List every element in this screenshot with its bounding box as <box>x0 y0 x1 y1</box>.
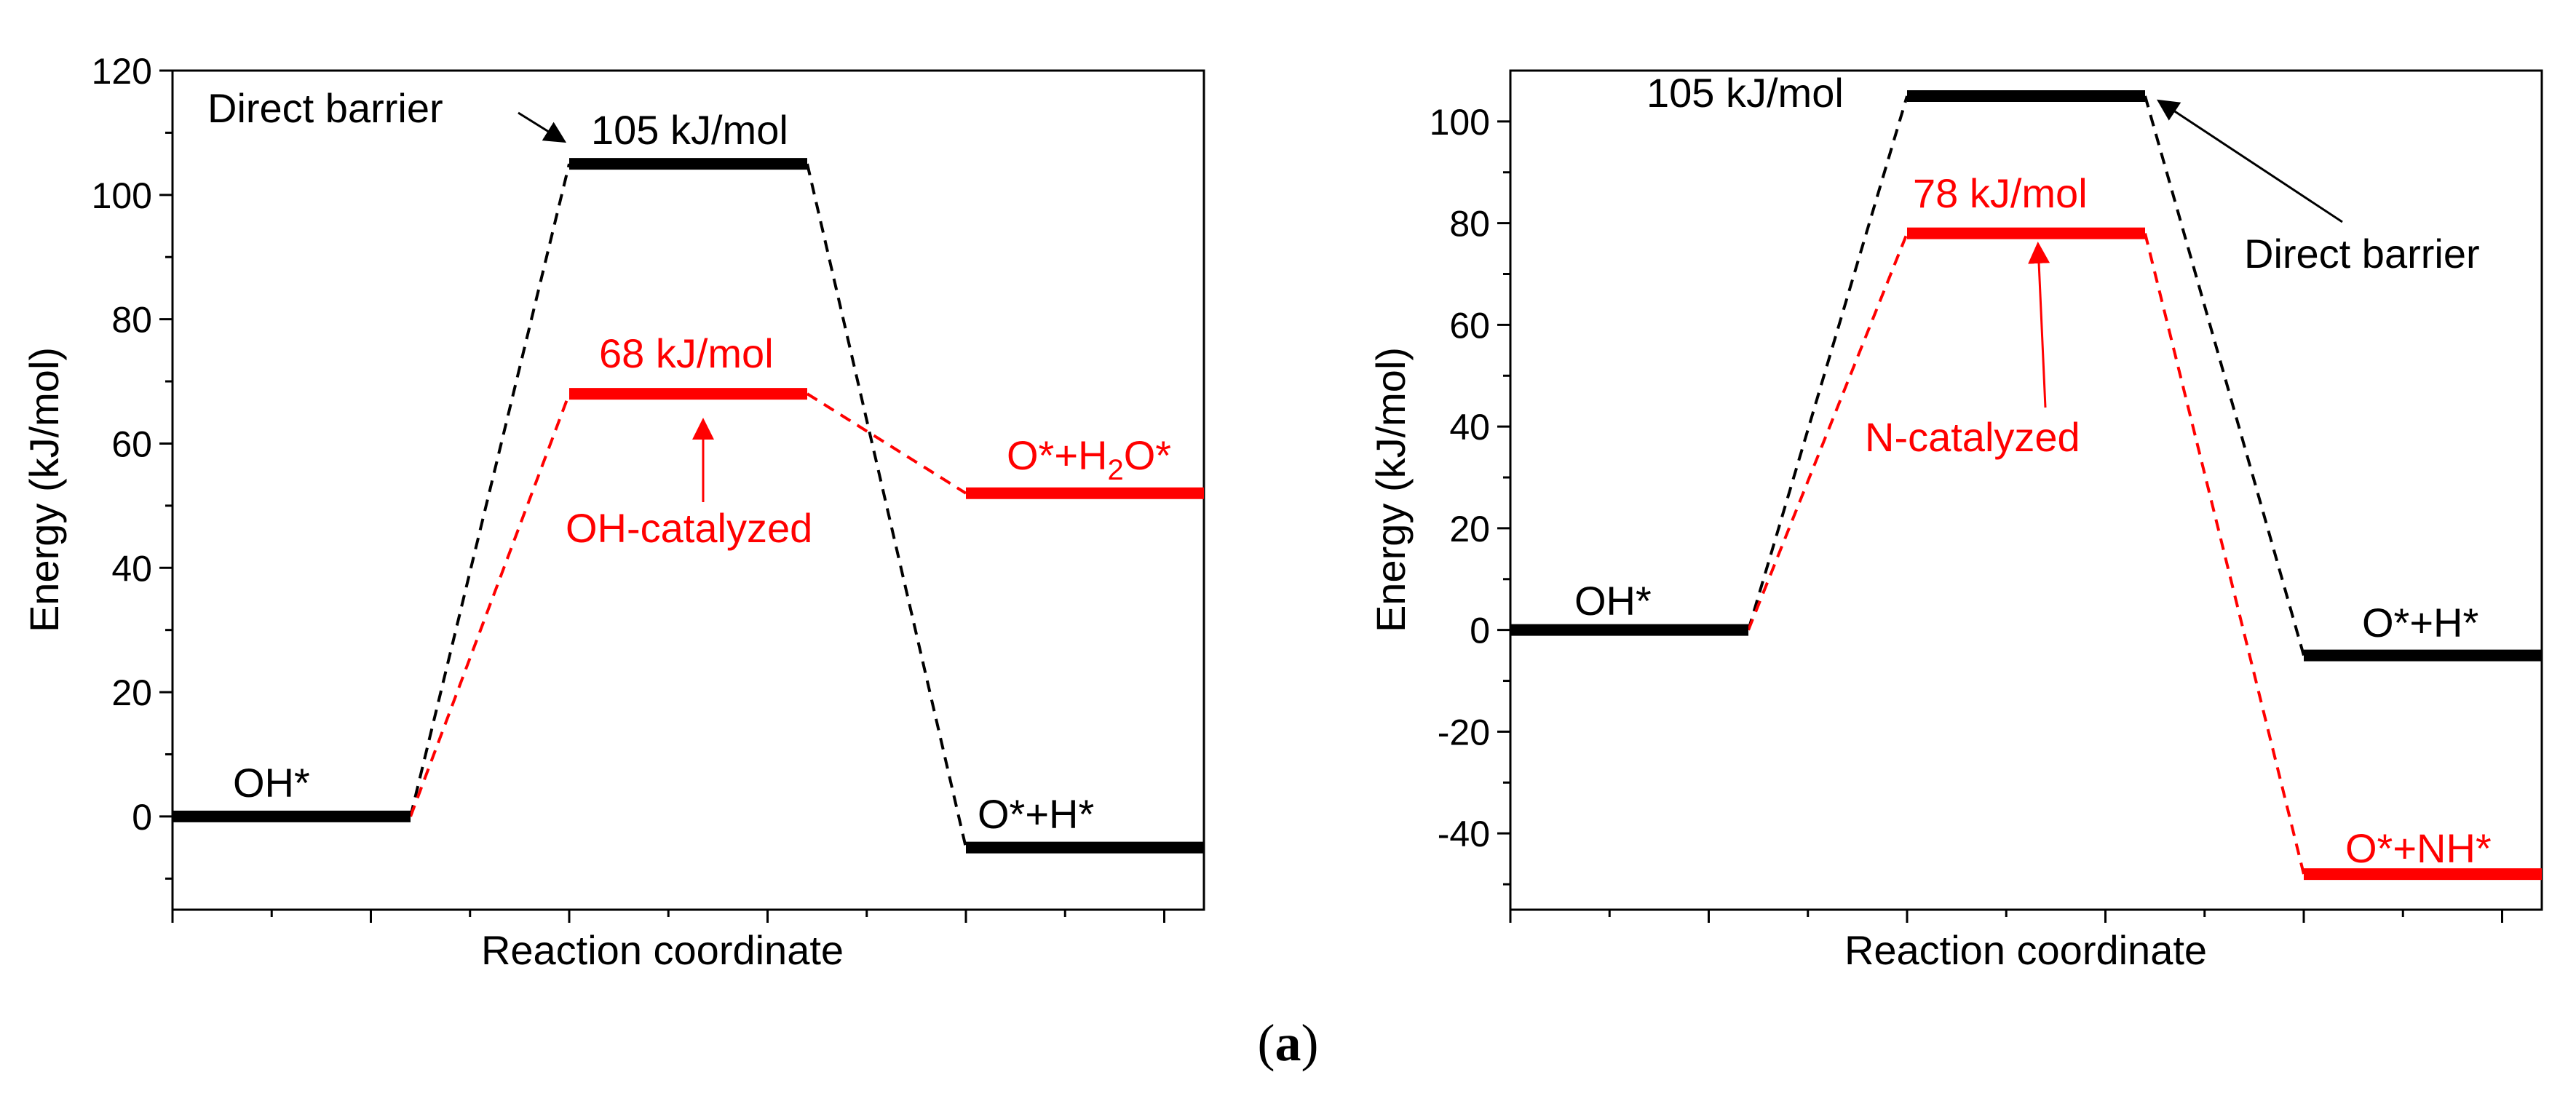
left-y-axis-label: Energy (kJ/mol) <box>21 347 67 632</box>
left-label-o-h: O*+H* <box>978 791 1094 837</box>
y-tick-label: 60 <box>111 424 152 464</box>
right-label-105: 105 kJ/mol <box>1646 70 1844 116</box>
y-tick-label: 40 <box>1449 407 1490 448</box>
right-label-o-nh: O*+NH* <box>2345 825 2492 871</box>
figure-caption: (a) <box>1257 1014 1319 1072</box>
y-tick-label: -40 <box>1438 814 1490 854</box>
y-tick-label: 100 <box>92 175 152 216</box>
y-tick-label: 80 <box>1449 204 1490 245</box>
right-label-n-catalyzed: N-catalyzed <box>1865 414 2080 460</box>
left-y-ticks: 0 20 40 60 80 100 120 <box>92 51 173 880</box>
left-connector-direct-2 <box>806 163 967 849</box>
y-tick-label: 20 <box>1449 509 1490 549</box>
right-plot-frame <box>1509 69 2543 911</box>
left-label-105: 105 kJ/mol <box>591 107 788 153</box>
y-tick-label: 120 <box>92 51 152 92</box>
right-label-o-h: O*+H* <box>2362 600 2478 646</box>
right-connector-cat-1 <box>1747 232 1909 631</box>
left-x-ticks <box>171 910 1165 923</box>
right-label-direct-barrier: Direct barrier <box>2244 231 2480 277</box>
y-tick-label: 100 <box>1430 102 1490 143</box>
right-arrow-n-catalyzed <box>2028 242 2050 408</box>
right-x-ticks <box>1509 910 2503 923</box>
left-x-axis-label: Reaction coordinate <box>481 927 844 973</box>
left-label-oh: OH* <box>233 760 310 806</box>
right-arrow-direct-barrier <box>2156 99 2343 223</box>
right-label-oh: OH* <box>1574 578 1652 624</box>
y-tick-label: -20 <box>1438 712 1490 752</box>
left-label-direct-barrier: Direct barrier <box>207 85 443 131</box>
y-tick-label: 40 <box>111 548 152 589</box>
y-tick-label: 80 <box>111 300 152 341</box>
left-connector-cat-2 <box>806 392 967 495</box>
right-label-78: 78 kJ/mol <box>1913 170 2088 216</box>
right-chart: -40 -20 0 20 40 60 80 100 Energy (kJ/mol) React… <box>1368 69 2543 973</box>
left-arrow-direct-barrier <box>518 111 567 143</box>
right-y-axis-label: Energy (kJ/mol) <box>1368 347 1414 632</box>
y-tick-label: 20 <box>111 672 152 713</box>
y-tick-label: 0 <box>132 797 152 838</box>
left-label-oh-catalyzed: OH-catalyzed <box>566 505 812 551</box>
left-chart: 0 20 40 60 80 100 120 Energy (kJ/mol) Reaction… <box>21 51 1205 973</box>
left-connector-direct-1 <box>409 163 571 817</box>
y-tick-label: 0 <box>1470 611 1490 651</box>
left-label-68: 68 kJ/mol <box>599 330 774 376</box>
y-tick-label: 60 <box>1449 305 1490 346</box>
left-label-o-h2o: O*+H2O* <box>1007 432 1171 486</box>
right-connector-cat-2 <box>2144 233 2305 875</box>
right-x-axis-label: Reaction coordinate <box>1844 927 2207 973</box>
right-connector-direct-1 <box>1747 95 1909 631</box>
right-y-ticks: -40 -20 0 20 40 60 80 100 <box>1430 102 1510 886</box>
left-connector-cat-1 <box>409 393 571 817</box>
